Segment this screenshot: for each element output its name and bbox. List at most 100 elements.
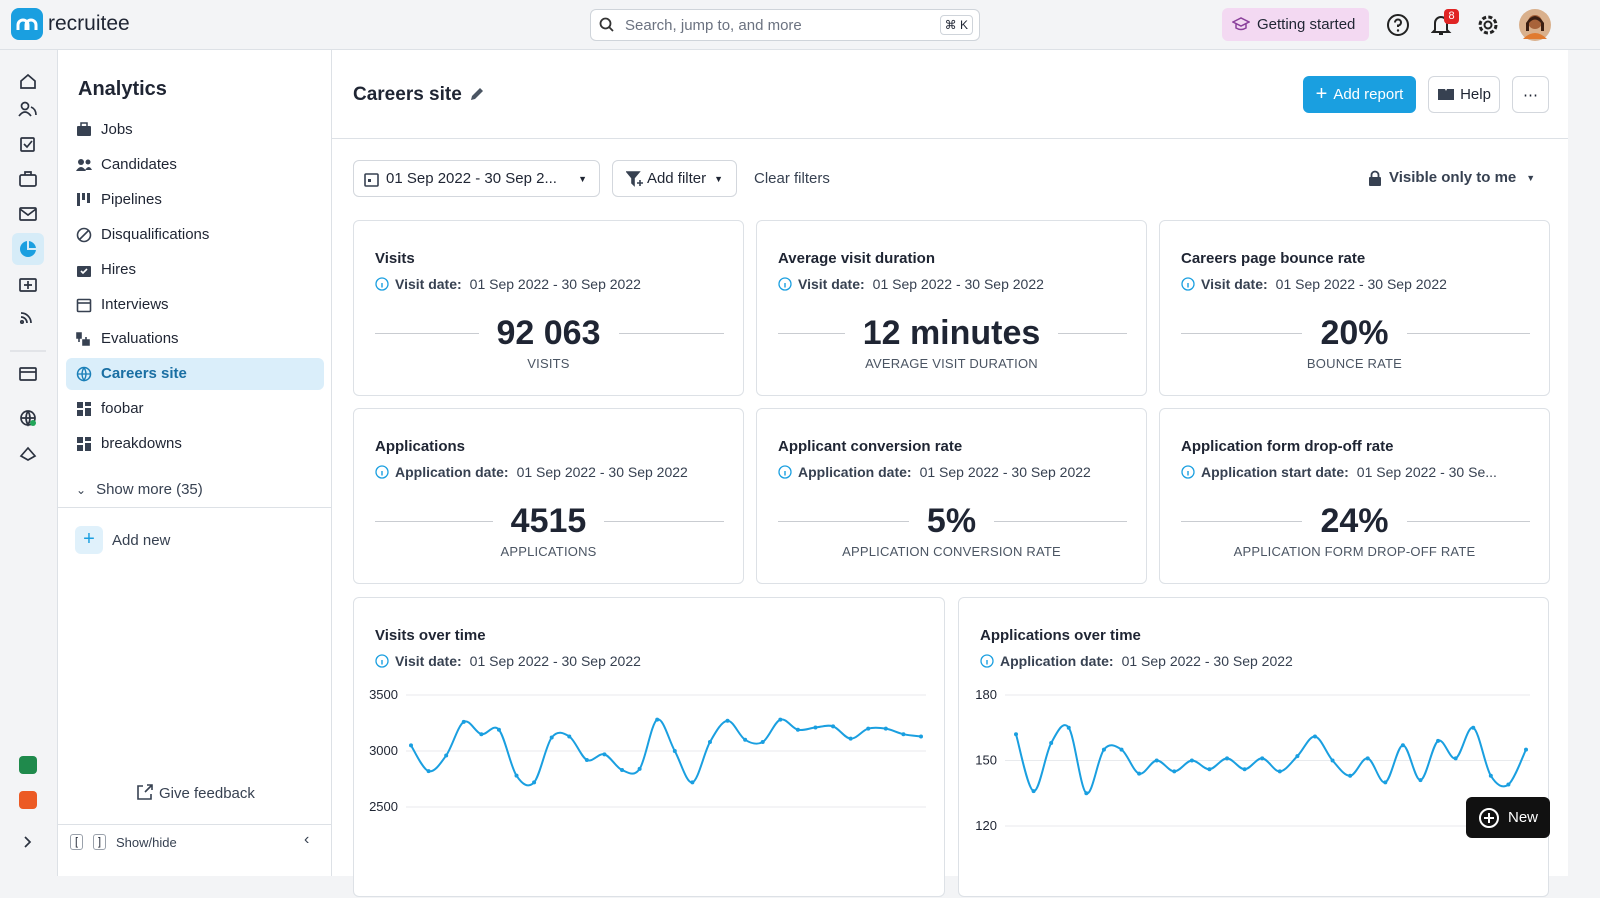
data-point [550,736,554,740]
sidebar-item[interactable]: Pipelines [66,184,324,216]
icon-shape [86,159,91,164]
add-new-icon[interactable]: + [75,526,103,554]
add-report-button[interactable]: +Add report [1303,76,1416,113]
data-point [444,753,448,757]
card-filter: Application date: 01 Sep 2022 - 30 Sep 20… [778,464,1091,480]
card-filter-value: 01 Sep 2022 - 30 Se... [1357,464,1497,480]
sidebar-item[interactable]: Jobs [66,114,324,146]
card-filter: Visit date:01 Sep 2022 - 30 Sep 2022 [375,276,641,292]
data-point [585,758,589,762]
sidebar-item[interactable]: Interviews [66,289,324,321]
data-point [1225,756,1229,760]
data-point [1260,756,1264,760]
clear-filters[interactable]: Clear filters [754,170,830,187]
data-point [1401,743,1405,747]
help-button[interactable]: Help [1428,76,1500,113]
sidebar-item[interactable]: breakdowns [66,428,324,460]
divider [58,507,331,508]
data-point [1084,791,1088,795]
sidebar-item[interactable]: Hires [66,254,324,286]
sidebar-item[interactable]: Careers site [66,358,324,390]
data-point [1137,772,1141,776]
add-filter-button[interactable]: Add filter▼ [612,160,737,197]
chart-card: Applications over timeApplication date:0… [958,597,1549,897]
visibility-label: Visible only to me [1389,169,1516,186]
settings-icon[interactable] [1476,13,1500,37]
show-hide[interactable]: Show/hide [116,835,177,850]
icon-shape [77,410,83,416]
give-feedback[interactable]: Give feedback [159,785,255,802]
new-button[interactable]: New [1466,797,1550,838]
card-title: Application form drop-off rate [1181,438,1394,455]
sidebar-item-label: Candidates [101,156,177,173]
add-filter-label: Add filter [647,170,706,187]
data-point [708,740,712,744]
data-point [761,740,765,744]
page: recruitee Search, jump to, and more ⌘ K … [0,0,1600,876]
avatar[interactable] [1519,9,1551,41]
search-icon [599,17,615,33]
icon-shape [82,193,85,200]
icon-shape [81,123,87,127]
card-filter: Visit date:01 Sep 2022 - 30 Sep 2022 [778,276,1044,292]
search-box[interactable]: Search, jump to, and more ⌘ K [590,9,980,41]
kpi-unit: APPLICATION CONVERSION RATE [757,544,1146,559]
card-title: Careers page bounce rate [1181,250,1365,267]
help-icon[interactable] [1386,13,1410,37]
line-chart: 250030003500 [354,598,946,898]
sidebar-title: Analytics [78,78,167,101]
data-point [1313,734,1317,738]
add-new[interactable]: Add new [112,532,170,549]
data-point [1471,726,1475,730]
icon-rail [0,51,57,876]
rail-icons [0,51,57,876]
plus-circle-icon [1478,807,1500,829]
sidebar-item-icon [76,122,92,138]
info-icon [375,465,389,479]
sidebar-item[interactable]: Evaluations [66,323,324,355]
logo-text: recruitee [48,12,130,36]
data-point [1295,754,1299,758]
data-point [1418,778,1422,782]
data-point [427,769,431,773]
data-point [567,734,571,738]
main-panel: Careers site +Add report Help ⋯ 01 Sep 2… [332,50,1568,876]
data-point [409,743,413,747]
sidebar-item-label: Pipelines [101,191,162,208]
data-point [919,734,923,738]
getting-started-label: Getting started [1257,16,1355,33]
cap-icon [1232,17,1250,33]
info-icon [375,277,389,291]
kpi-card: Visits Visit date:01 Sep 2022 - 30 Sep 20… [353,220,744,396]
icon-shape [77,193,80,206]
sidebar-item[interactable]: foobar [66,393,324,425]
getting-started-button[interactable]: Getting started [1222,8,1369,41]
icon-shape [78,159,84,165]
data-point [638,767,642,771]
visibility-selector[interactable]: Visible only to me▼ [1368,169,1535,186]
more-button[interactable]: ⋯ [1512,76,1549,113]
y-tick-label: 120 [975,818,997,833]
data-point [884,727,888,731]
card-filter-label: Visit date: [395,276,462,292]
data-point [673,749,677,753]
date-filter[interactable]: 01 Sep 2022 - 30 Sep 2...▼ [353,160,600,197]
data-point [1102,748,1106,752]
card-filter-label: Application date: [395,464,509,480]
kpi-value-text: 12 minutes [845,314,1059,353]
show-more[interactable]: ⌄Show more (35) [76,481,203,498]
top-bar: recruitee Search, jump to, and more ⌘ K … [0,0,1600,50]
card-title: Visits [375,250,415,267]
book-icon [1437,88,1455,102]
collapse-icon[interactable]: ‹ [304,831,309,849]
sidebar-item-label: Hires [101,261,136,278]
data-point [620,768,624,772]
sidebar-item[interactable]: Candidates [66,149,324,181]
card-filter-value: 01 Sep 2022 - 30 Sep 2022 [920,464,1091,480]
card-filter-label: Application date: [798,464,912,480]
kpi-unit: APPLICATIONS [354,544,743,559]
kpi-card: Careers page bounce rateVisit date:01 Se… [1159,220,1550,396]
lock-icon [1368,170,1382,186]
edit-icon[interactable] [469,86,485,102]
sidebar-item[interactable]: Disqualifications [66,219,324,251]
